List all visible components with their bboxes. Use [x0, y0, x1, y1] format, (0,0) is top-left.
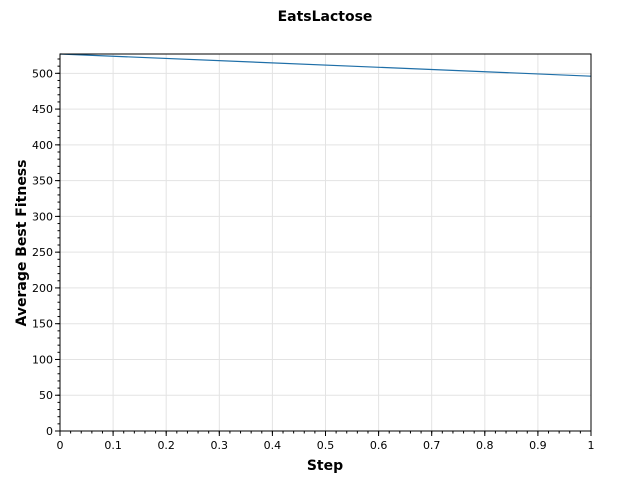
major-ticks [55, 72, 592, 436]
y-tick-label: 500 [32, 67, 53, 80]
x-tick-label: 0.1 [104, 439, 122, 452]
y-tick-label: 200 [32, 282, 53, 295]
y-tick-label: 0 [46, 425, 53, 438]
y-tick-label: 400 [32, 139, 53, 152]
series-line [59, 53, 592, 77]
x-tick-label: 0 [57, 439, 64, 452]
x-tick-label: 0.6 [370, 439, 388, 452]
chart-title: EatsLactose [278, 9, 373, 25]
x-tick-label: 0.3 [211, 439, 229, 452]
y-axis-label: Average Best Fitness [14, 160, 30, 327]
minor-ticks [57, 58, 592, 434]
x-tick-label: 0.8 [476, 439, 494, 452]
plot-frame [59, 53, 592, 432]
x-tick-labels: 0 0.1 0.2 0.3 0.4 0.5 0.6 0.7 0.8 0.9 1 [57, 439, 595, 452]
x-tick-label: 0.5 [317, 439, 335, 452]
y-tick-label: 450 [32, 103, 53, 116]
x-tick-label: 0.9 [529, 439, 547, 452]
y-tick-label: 350 [32, 175, 53, 188]
x-tick-label: 0.7 [423, 439, 441, 452]
y-tick-label: 50 [39, 389, 53, 402]
y-tick-label: 100 [32, 353, 53, 366]
x-tick-label: 1 [588, 439, 595, 452]
y-tick-label: 250 [32, 246, 53, 259]
series-layer [59, 53, 592, 77]
y-tick-labels: 0 50 100 150 200 250 300 350 400 450 500 [32, 67, 53, 438]
y-tick-label: 150 [32, 318, 53, 331]
x-tick-label: 0.4 [264, 439, 282, 452]
x-axis-label: Step [307, 458, 343, 474]
grid-lines [60, 54, 591, 431]
x-tick-label: 0.2 [157, 439, 175, 452]
y-tick-label: 300 [32, 210, 53, 223]
